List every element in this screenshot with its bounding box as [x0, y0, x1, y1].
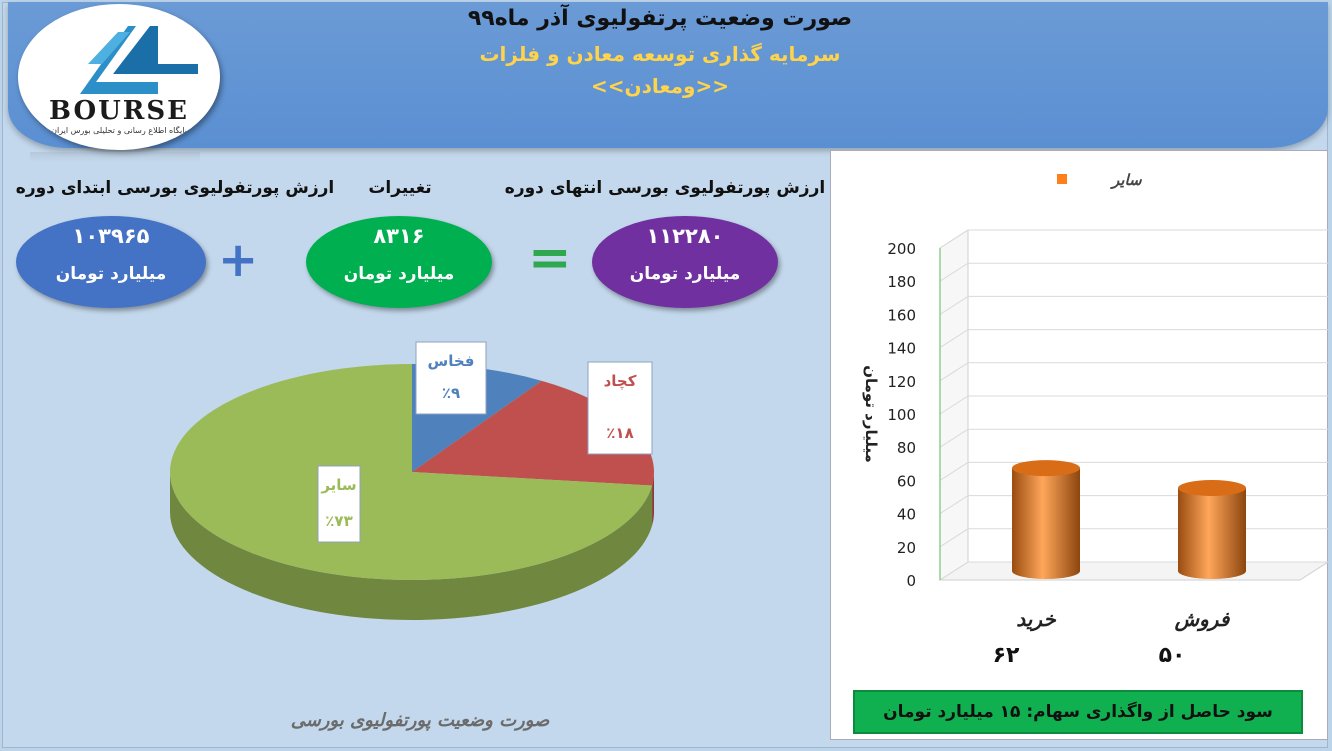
profit-banner: سود حاصل از واگذاری سهام: ۱۵ میلیارد توم… — [853, 690, 1303, 734]
bar-chart-panel — [830, 150, 1328, 740]
end-value-label: ارزش پورتفولیوی بورسی انتهای دوره — [504, 178, 826, 198]
equals-icon: = — [528, 228, 572, 288]
start-value-unit: میلیارد تومان — [55, 264, 167, 284]
category-label: فروش — [1174, 607, 1231, 632]
change-value-unit: میلیارد تومان — [343, 264, 455, 284]
y-tick-label: 180 — [887, 273, 916, 291]
y-tick-label: 120 — [887, 373, 916, 391]
y-tick-label: 200 — [887, 240, 916, 258]
gridline — [939, 229, 1328, 249]
change-value-ellipse: ۸۳۱۶ میلیارد تومان — [306, 216, 492, 308]
start-value-ellipse: ۱۰۳۹۶۵ میلیارد تومان — [16, 216, 206, 308]
pie-slice — [169, 364, 653, 580]
start-value-label: ارزش پورتفولیوی بورسی ابتدای دوره — [15, 178, 335, 198]
gridline — [939, 329, 1328, 349]
logo-reflection — [30, 152, 200, 162]
end-value-ellipse: ۱۱۲۲۸۰ میلیارد تومان — [592, 216, 778, 308]
y-tick-label: 0 — [906, 572, 916, 590]
legend-label: سایر — [1110, 171, 1143, 189]
pie-label-fakhas: فخاس ٪۹ — [415, 341, 487, 415]
y-tick-label: 100 — [887, 406, 916, 424]
chart-floor — [938, 561, 1328, 581]
y-tick-label: 60 — [897, 472, 916, 490]
bar-0 — [1012, 460, 1080, 579]
pie-label-value: ٪۷۳ — [325, 512, 352, 530]
page-title: صورت وضعیت پرتفولیوی آذر ماه۹۹ — [467, 6, 853, 31]
company-name: سرمایه گذاری توسعه معادن و فلزات — [479, 42, 841, 66]
bar-value-label: ۵۰ — [1159, 643, 1186, 668]
y-tick-label: 140 — [887, 340, 916, 358]
pie-label-sayer: سایر ٪۷۳ — [317, 465, 361, 543]
bar-value-label: ۶۲ — [993, 643, 1020, 668]
end-value: ۱۱۲۲۸۰ — [646, 224, 724, 248]
gridline — [939, 528, 1328, 548]
pie-slice-side — [170, 472, 653, 620]
portfolio-pie-chart: سایر ٪۷۳ فخاس ٪۹ کچاد ٪۱۸ — [169, 341, 654, 620]
change-value: ۸۳۱۶ — [373, 224, 425, 248]
pie-label-value: ٪۹ — [442, 384, 460, 402]
gridline — [939, 495, 1328, 515]
buy-sell-bar-chart: 0 20 40 60 80 100 120 140 160 180 200 میلیارد تومان… — [862, 171, 1328, 668]
logo-text: BOURSE — [49, 96, 189, 126]
header-banner — [8, 2, 1328, 148]
company-symbol: <<ومعادن>> — [591, 74, 729, 98]
bourse-logo: BOURSE پایگاه اطلاع رسانی و تحلیلی بورس … — [18, 4, 220, 150]
bar-1 — [1178, 480, 1246, 579]
category-label: خرید — [1016, 607, 1056, 632]
y-axis-label: میلیارد تومان — [862, 365, 880, 463]
logo-subtext: پایگاه اطلاع رسانی و تحلیلی بورس ایران — [51, 126, 187, 135]
y-tick-label: 20 — [897, 539, 916, 557]
legend-swatch — [1057, 174, 1067, 184]
gridline — [939, 362, 1328, 382]
end-value-unit: میلیارد تومان — [629, 264, 741, 284]
gridline — [939, 395, 1328, 415]
gridline — [939, 295, 1328, 315]
logo-emblem-icon — [80, 26, 198, 94]
pie-label-name: سایر — [320, 476, 356, 494]
change-label: تغییرات — [368, 178, 432, 198]
pie-label-value: ٪۱۸ — [606, 424, 633, 442]
pie-label-name: فخاس — [428, 352, 475, 370]
pie-slice-side — [652, 472, 654, 526]
y-tick-label: 160 — [887, 306, 916, 324]
gridline — [939, 461, 1328, 481]
plus-icon: + — [218, 232, 259, 288]
start-value: ۱۰۳۹۶۵ — [72, 224, 150, 248]
y-tick-label: 40 — [897, 506, 916, 524]
gridline — [939, 428, 1328, 448]
gridline — [939, 262, 1328, 282]
bar-top — [1012, 460, 1080, 477]
bar-body — [1178, 488, 1246, 579]
bar-top — [1178, 480, 1246, 496]
pie-label-name: کچاد — [604, 372, 637, 391]
pie-caption: صورت وضعیت پورتفولیوی بورسی — [290, 710, 550, 731]
y-tick-label: 80 — [897, 439, 916, 457]
pie-label-kechad: کچاد ٪۱۸ — [587, 361, 653, 455]
bar-body — [1012, 468, 1080, 579]
